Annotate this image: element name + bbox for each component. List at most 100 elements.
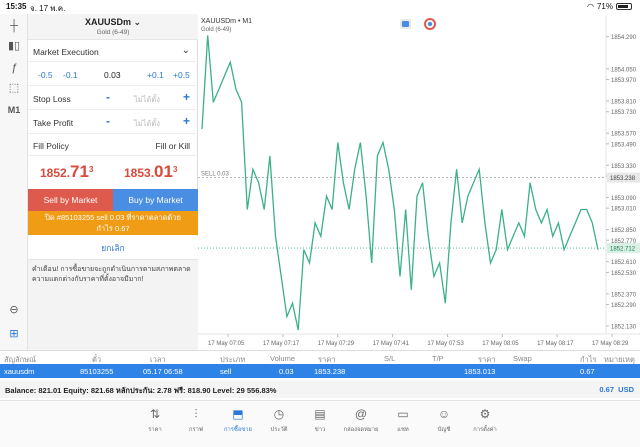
volume-value[interactable]: 0.03 (104, 70, 121, 80)
header-symbol: สัญลักษณ์ (4, 355, 37, 364)
left-toolbar: ┼ ▮▯ ƒ ⬚ M1 ⊖ ⊞ (0, 14, 28, 354)
table-header: สัญลักษณ์ ตั๋ว เวลา ประเภท Volume ราคา S… (0, 350, 640, 364)
chart-svg[interactable]: XAUUSDm • M1 Gold (6-49) 1854.290 1854.05… (198, 14, 640, 350)
nav-mailbox[interactable]: @ กล่องจดหมาย (341, 407, 381, 434)
y-axis: 1854.290 1854.050 1853.810 1853.570 1853.330… (606, 35, 637, 330)
nav-history[interactable]: ◷ ประวัติ (259, 407, 299, 434)
wifi-icon: ◠ (587, 2, 594, 11)
balance-bar: Balance: 821.01 Equity: 821.68 หลักประกั… (0, 380, 640, 398)
take-profit-row: Take Profit - ไม่ได้ตั้ง + (28, 110, 198, 134)
nav-accounts[interactable]: ☺ บัญชี (424, 407, 464, 434)
row-time: 05.17 06:58 (143, 367, 183, 376)
volume-plus-big-button[interactable]: +0.5 (173, 70, 190, 80)
ask-price: 1853.013 (124, 162, 178, 181)
header-sl: S/L (384, 354, 396, 363)
volume-minus-big-button[interactable]: -0.5 (38, 70, 53, 80)
price-chart[interactable]: XAUUSDm • M1 Gold (6-49) 1854.290 1854.05… (198, 14, 640, 350)
x-tick-label: 17 May 08:05 (482, 341, 519, 347)
header-current-price: ราคา (478, 355, 496, 364)
zoom-icon[interactable]: ⊖ (9, 304, 19, 316)
nav-news[interactable]: ▤ ข่าว (300, 407, 340, 434)
header-swap: Swap (513, 354, 532, 363)
y-tick-label: 1853.490 (611, 142, 637, 148)
take-profit-plus-button[interactable]: + (183, 114, 191, 128)
nav-chart[interactable]: ⫶ กราฟ (176, 407, 216, 434)
y-tick-label: 1854.050 (611, 67, 637, 73)
fill-policy-row[interactable]: Fill Policy Fill or Kill (28, 134, 198, 156)
nav-settings[interactable]: ⚙ การตั้งค่า (465, 407, 505, 434)
chart-toggle-icons[interactable] (400, 18, 436, 30)
indicators-icon[interactable]: ƒ (10, 62, 18, 74)
sell-line-label: SELL 0.03 (201, 172, 229, 178)
objects-icon[interactable]: ⬚ (8, 82, 20, 94)
crosshair-icon[interactable]: ┼ (10, 20, 18, 32)
header-profit: กำไร (580, 355, 597, 364)
candlestick-icon[interactable]: ▮▯ (7, 40, 21, 52)
status-bar: 15:35 จ. 17 พ.ค. ◠ 71% (0, 0, 640, 14)
nav-chat[interactable]: ▭ แชท (383, 407, 423, 434)
current-price-tag (607, 243, 640, 254)
take-profit-label: Take Profit (33, 118, 74, 128)
stop-loss-plus-button[interactable]: + (183, 90, 191, 104)
execution-label: Market Execution (33, 47, 99, 57)
sell-by-market-button[interactable]: Sell by Market (28, 189, 113, 211)
y-tick-label: 1852.610 (611, 260, 637, 266)
chart-subtitle: Gold (6-49) (201, 27, 231, 33)
stop-loss-input[interactable]: ไม่ได้ตั้ง (134, 95, 160, 104)
symbol-description: Gold (6-49) (96, 29, 130, 36)
chevron-down-icon: ⌄ (181, 45, 190, 56)
volume-plus-small-button[interactable]: +0.1 (147, 70, 164, 80)
y-tick-label: 1852.770 (611, 239, 637, 245)
header-comment: หมายเหตุ (604, 355, 635, 364)
accounts-icon: ☺ (437, 407, 451, 421)
buy-by-market-button[interactable]: Buy by Market (113, 189, 198, 211)
y-tick-label: 1852.530 (611, 271, 637, 277)
battery-percent: 71% (596, 2, 613, 11)
execution-select[interactable]: Market Execution ⌄ (28, 40, 198, 62)
take-profit-input[interactable]: ไม่ได้ตั้ง (134, 119, 160, 128)
y-tick-label: 1852.290 (611, 303, 637, 309)
battery-indicator: ◠ 71% (587, 2, 632, 11)
mailbox-icon: @ (354, 407, 368, 421)
stop-loss-minus-button[interactable]: - (106, 90, 110, 104)
header-time: เวลา (150, 355, 166, 364)
header-type: ประเภท (220, 355, 246, 364)
row-volume: 0.03 (279, 367, 294, 376)
header-price: ราคา (318, 355, 336, 364)
x-tick-label: 17 May 08:29 (592, 341, 629, 347)
chart-title: XAUUSDm • M1 (201, 18, 252, 25)
nav-trade[interactable]: ⬒ การซื้อขาย (218, 407, 258, 434)
total-profit: 0.67 (599, 385, 614, 394)
table-row[interactable]: xauusdm 85103255 05.17 06:58 sell 0.03 1… (0, 364, 640, 378)
close-position-line1: ปิด #85103255 sell 0.03 ที่ราคาตลาดด้วย (45, 213, 181, 222)
chevron-down-icon: ⌄ (133, 17, 142, 27)
chat-icon: ▭ (397, 407, 409, 421)
x-axis: 17 May 07:05 17 May 07:17 17 May 07:29 17 M… (208, 334, 629, 347)
trade-levels-icon[interactable] (424, 18, 436, 30)
x-tick-label: 17 May 08:17 (537, 341, 574, 347)
take-profit-minus-button[interactable]: - (106, 114, 110, 128)
market-warning: คำเตือน! การซื้อขายจะถูกดำเนินการตามสภาพ… (28, 260, 198, 350)
y-tick-label: 1854.290 (611, 35, 637, 41)
y-tick-label: 1853.810 (611, 100, 637, 106)
history-icon: ◷ (273, 407, 285, 421)
y-tick-label: 1853.570 (611, 132, 637, 138)
close-position-line2: กำไร 0.67 (96, 224, 130, 233)
status-time: 15:35 (6, 2, 27, 11)
one-click-trading-icon[interactable] (402, 21, 409, 27)
symbol-header[interactable]: XAUUSDm ⌄ Gold (6-49) (28, 14, 198, 40)
volume-minus-small-button[interactable]: -0.1 (63, 70, 78, 80)
fill-policy-label: Fill Policy (33, 141, 69, 151)
volume-row: -0.5 -0.1 0.03 +0.1 +0.5 (28, 62, 198, 86)
x-tick-label: 17 May 07:29 (318, 341, 355, 347)
timeframe-button[interactable]: M1 (7, 105, 21, 115)
cancel-button[interactable]: ยกเลิก (28, 236, 198, 260)
x-tick-label: 17 May 07:17 (263, 341, 300, 347)
new-order-icon[interactable]: ⊞ (9, 328, 19, 340)
settings-icon: ⚙ (479, 407, 491, 421)
current-price-tag-label: 1852.712 (610, 247, 636, 253)
row-symbol: xauusdm (4, 367, 35, 376)
stop-loss-label: Stop Loss (33, 94, 71, 104)
close-position-button[interactable]: ปิด #85103255 sell 0.03 ที่ราคาตลาดด้วย … (28, 211, 198, 235)
nav-quotes[interactable]: ⇅ ราคา (135, 407, 175, 434)
